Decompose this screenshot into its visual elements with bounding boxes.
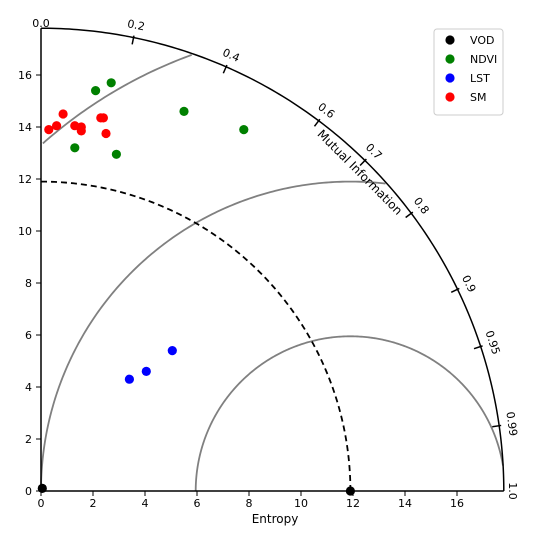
angular-tick-mark — [313, 118, 321, 127]
legend-marker-lst — [445, 73, 455, 83]
x-tick-label: 16 — [450, 497, 464, 510]
lst-point — [167, 346, 177, 356]
rms-arc-0 — [194, 335, 504, 492]
grid-layer — [40, 54, 504, 492]
y-tick-label: 4 — [25, 381, 32, 394]
y-tick-label: 6 — [25, 329, 32, 342]
angular-tick-label: 0.8 — [411, 195, 432, 217]
ndvi-point — [106, 78, 116, 88]
x-tick-label: 2 — [90, 497, 97, 510]
axes-layer: 0 2 4 6 8 10 12 14 16 0 2 4 6 8 10 12 14 16 0.0 0.2 0.4 0.6 0.… — [18, 17, 520, 510]
ndvi-point — [70, 143, 80, 153]
angular-tick-mark — [222, 64, 228, 74]
sm-point — [52, 121, 62, 131]
angular-tick-mark — [131, 35, 135, 45]
points-layer — [37, 78, 355, 496]
angular-tick-mark — [492, 424, 502, 428]
y-tick-label: 2 — [25, 433, 32, 446]
legend-label-ndvi: NDVI — [470, 53, 497, 66]
ndvi-point — [179, 106, 189, 116]
x-tick-label: 14 — [398, 497, 412, 510]
angular-tick-mark — [405, 211, 414, 219]
angular-tick-label: 0.4 — [221, 46, 242, 65]
legend-label-vod: VOD — [470, 34, 494, 47]
y-tick-label: 12 — [18, 173, 32, 186]
angular-tick-mark — [473, 345, 483, 350]
angular-tick-label: 0.99 — [503, 411, 519, 437]
y-tick-label: 16 — [18, 69, 32, 82]
lst-point — [141, 366, 151, 376]
sm-point — [44, 125, 54, 135]
angular-tick-label: 0.0 — [32, 17, 50, 30]
rms-arc-1 — [40, 180, 386, 492]
legend: VOD NDVI LST SM — [433, 28, 504, 116]
y-tick-label: 10 — [18, 225, 32, 238]
angular-tick-label: 0.9 — [459, 273, 478, 294]
legend-label-lst: LST — [470, 72, 490, 85]
x-tick-label: 4 — [142, 497, 149, 510]
legend-marker-ndvi — [445, 54, 455, 64]
angular-tick-label: 0.95 — [483, 329, 503, 356]
x-axis-label: Entropy — [252, 512, 299, 526]
ndvi-point — [91, 86, 101, 96]
reference-std-arc — [40, 180, 352, 492]
legend-marker-sm — [445, 92, 455, 102]
angular-tick-mark — [359, 158, 367, 167]
legend-marker-vod — [445, 35, 455, 45]
angular-tick-mark — [450, 287, 460, 293]
x-tick-label: 12 — [346, 497, 360, 510]
rms-arc-2 — [42, 54, 192, 145]
sm-point — [58, 109, 68, 119]
arc-axis-label: Mutual Information — [315, 127, 406, 218]
sm-point — [76, 126, 86, 136]
sm-point — [98, 113, 108, 123]
legend-items: VOD NDVI LST SM — [445, 34, 497, 104]
y-tick-label: 8 — [25, 277, 32, 290]
lst-point — [124, 374, 134, 384]
angular-tick-label: 0.6 — [315, 100, 337, 121]
y-tick-label: 0 — [25, 485, 32, 498]
x-tick-label: 0 — [38, 497, 45, 510]
x-tick-label: 6 — [194, 497, 201, 510]
x-tick-label: 10 — [294, 497, 308, 510]
vod-point — [345, 486, 355, 496]
legend-label-sm: SM — [470, 91, 486, 104]
ndvi-point — [239, 125, 249, 135]
y-tick-label: 14 — [18, 121, 32, 134]
sm-point — [101, 128, 111, 139]
vod-point — [37, 483, 47, 493]
ndvi-point — [111, 149, 121, 159]
angular-tick-label: 1.0 — [506, 482, 519, 500]
outer-arc — [40, 27, 505, 492]
angular-tick-label: 0.2 — [126, 17, 146, 33]
x-tick-label: 8 — [246, 497, 253, 510]
